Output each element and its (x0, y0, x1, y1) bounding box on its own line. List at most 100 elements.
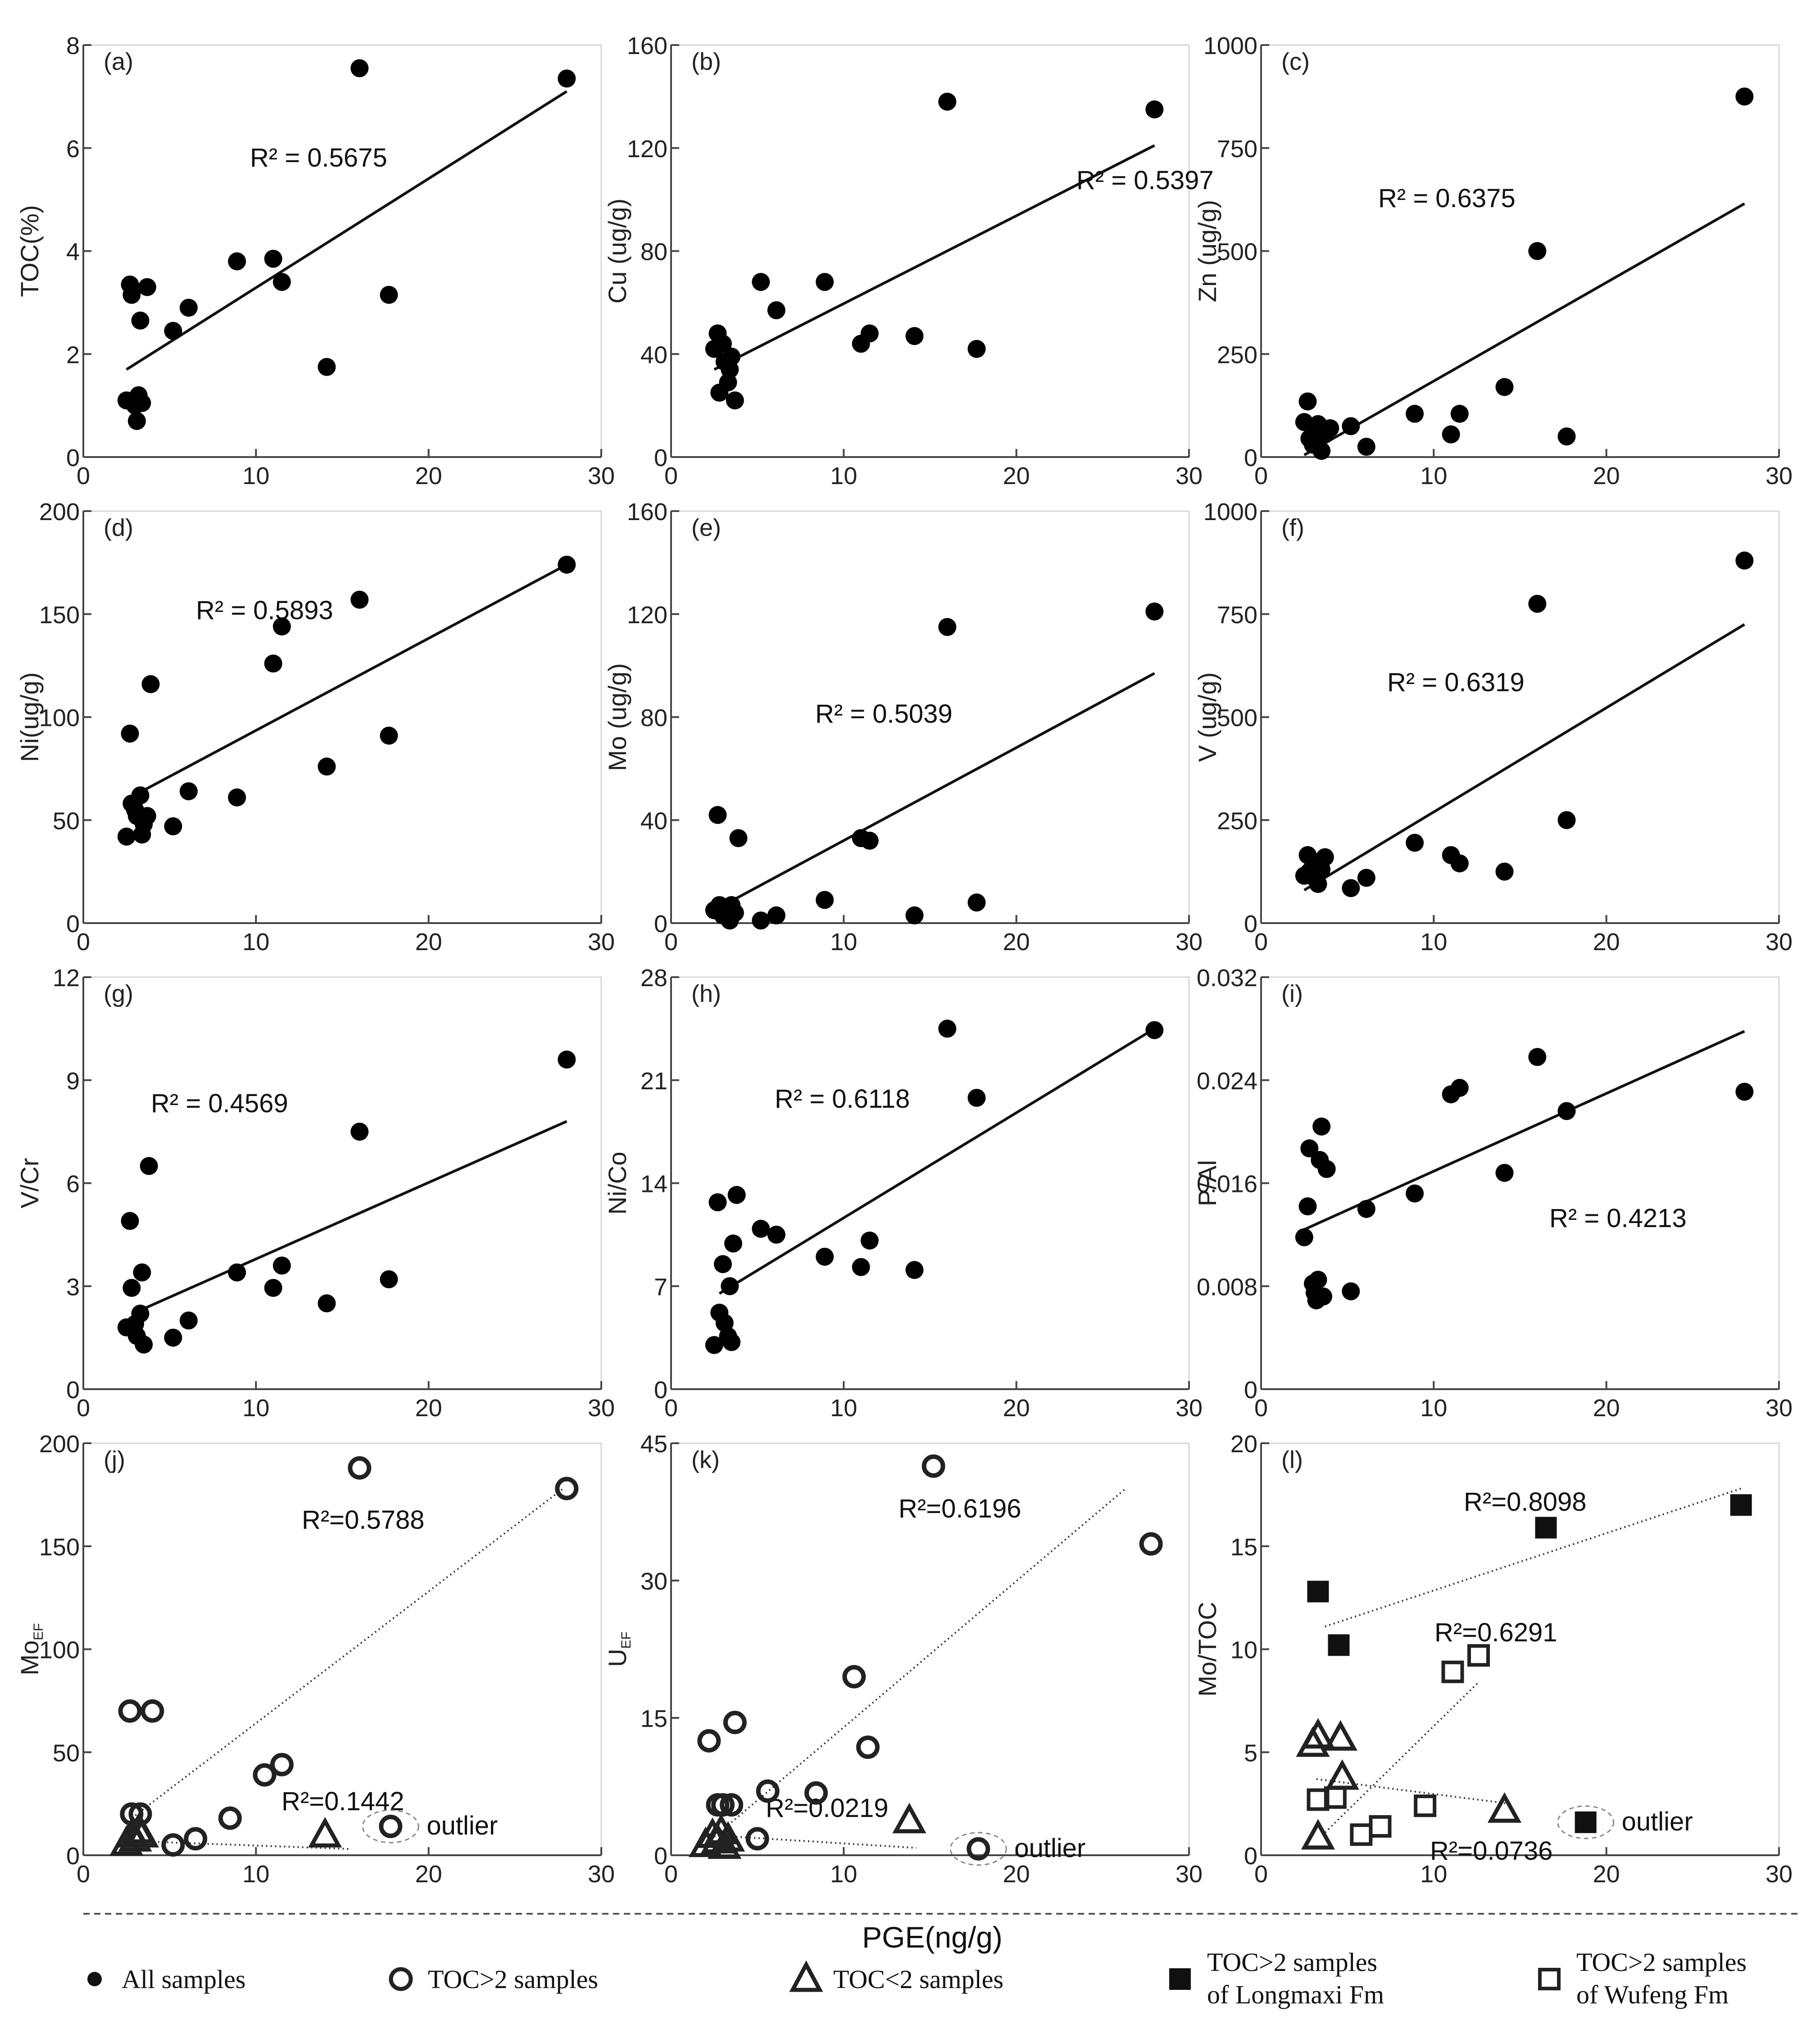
x-tick-label: 20 (415, 1861, 442, 1888)
y-tick-label: 50 (53, 1740, 80, 1767)
data-point (1441, 1660, 1464, 1683)
y-tick-label: 12 (53, 965, 80, 992)
data-point (348, 1456, 372, 1480)
data-point (1735, 87, 1754, 106)
legend-marker (87, 1972, 102, 1986)
trendline (140, 1120, 567, 1312)
panel-e: 0 40 80 120 160 0 10 20 30 Mo (ug/g) (e) R² = 0.503… (603, 498, 1203, 956)
data-point (380, 285, 398, 304)
x-axis-title: PGE(ng/g) (862, 1921, 1003, 1954)
legend-label: TOC<2 samples (833, 1965, 1003, 1994)
y-tick-label: 80 (640, 239, 667, 266)
data-point (121, 725, 139, 743)
y-tick-label: 80 (640, 705, 667, 732)
data-point (842, 1665, 866, 1689)
y-tick-label: 500 (1217, 239, 1257, 266)
legend-item: All samples (87, 1965, 245, 1994)
data-point (938, 92, 957, 111)
data-point (138, 807, 156, 825)
x-tick-label: 0 (1254, 1861, 1268, 1888)
data-point (816, 891, 834, 909)
data-point (1450, 1078, 1469, 1097)
y-tick-label: 0 (654, 1377, 667, 1404)
x-tick-label: 20 (1003, 1861, 1030, 1888)
legend-marker (789, 1960, 823, 1992)
r-squared-label: R²=0.6291 (1434, 1618, 1557, 1647)
data-point (117, 827, 136, 846)
legend-item: TOC>2 samples of Wufeng Fm (1538, 1948, 1747, 2009)
data-point (121, 1212, 139, 1230)
data-point (860, 324, 879, 343)
y-tick-label: 6 (66, 136, 80, 163)
data-point (938, 1019, 957, 1038)
data-point (905, 1261, 924, 1279)
y-tick-label: 45 (640, 1431, 667, 1458)
y-tick-label: 40 (640, 341, 667, 368)
data-point (745, 1827, 769, 1851)
x-tick-label: 20 (415, 1395, 442, 1422)
panel-letter: (h) (691, 980, 721, 1007)
y-tick-label: 20 (1230, 1431, 1257, 1458)
data-point (140, 1157, 158, 1175)
data-point (1528, 242, 1547, 260)
trendline (713, 672, 1155, 912)
legend-item: TOC>2 samples (389, 1965, 598, 1994)
y-axis-label-subscript: EF (31, 1623, 46, 1640)
y-tick-label: 0 (66, 1377, 80, 1404)
y-tick-label: 40 (640, 807, 667, 834)
r-squared-label: R²=0.1442 (281, 1787, 404, 1816)
y-tick-label: 5 (1244, 1740, 1257, 1767)
data-point (1357, 869, 1375, 887)
x-tick-label: 30 (588, 1395, 615, 1422)
x-tick-label: 30 (588, 1861, 615, 1888)
data-point (272, 617, 291, 636)
r-squared-label: R² = 0.5675 (250, 143, 387, 172)
x-tick-label: 20 (415, 462, 442, 489)
legend: All samples TOC>2 samples TOC<2 samples TOC… (87, 1948, 1747, 2009)
data-point (1735, 1083, 1754, 1101)
x-tick-label: 0 (664, 462, 678, 489)
data-point (816, 1247, 834, 1266)
x-tick-label: 30 (1176, 462, 1203, 489)
y-tick-label: 0 (654, 911, 667, 938)
data-point (1557, 427, 1576, 446)
y-tick-label: 150 (39, 602, 80, 629)
data-point (711, 1793, 735, 1817)
data-point (1357, 1200, 1375, 1218)
data-point (852, 1258, 870, 1276)
data-point (892, 1803, 926, 1834)
data-point (1450, 854, 1469, 873)
data-point (558, 69, 576, 88)
y-axis-label: Ni/Co (603, 1151, 631, 1214)
x-tick-label: 10 (242, 929, 269, 956)
y-axis-label: P/Al (1193, 1160, 1221, 1206)
data-point (164, 817, 182, 835)
y-tick-label: 750 (1217, 602, 1257, 629)
data-point (1317, 1160, 1336, 1178)
y-axis-label: Ni(ug/g) (15, 672, 44, 762)
data-point (1528, 1048, 1547, 1066)
legend-marker (389, 1967, 413, 1991)
data-point (1328, 1634, 1350, 1656)
x-tick-label: 20 (1593, 1395, 1620, 1422)
r-squared-label: R² = 0.6375 (1378, 184, 1516, 213)
outlier-ring (949, 1832, 1007, 1866)
data-point (722, 347, 741, 366)
r-squared-label: R² = 0.5397 (1076, 166, 1214, 195)
x-tick-label: 0 (664, 1861, 678, 1888)
data-point (1298, 392, 1317, 411)
data-point (272, 1256, 291, 1275)
trendline (713, 144, 1155, 371)
panel-f: 0 250 500 750 1000 0 10 20 30 V (ug/g) (f) R² = 0.6… (1193, 498, 1793, 956)
data-point (272, 273, 291, 291)
data-point (141, 675, 160, 693)
data-point (1309, 1270, 1327, 1289)
panel-letter: (g) (104, 980, 133, 1007)
y-tick-label: 10 (1230, 1637, 1257, 1664)
data-point (1301, 1819, 1335, 1850)
data-point (767, 906, 785, 924)
legend-marker (1538, 1968, 1561, 1990)
